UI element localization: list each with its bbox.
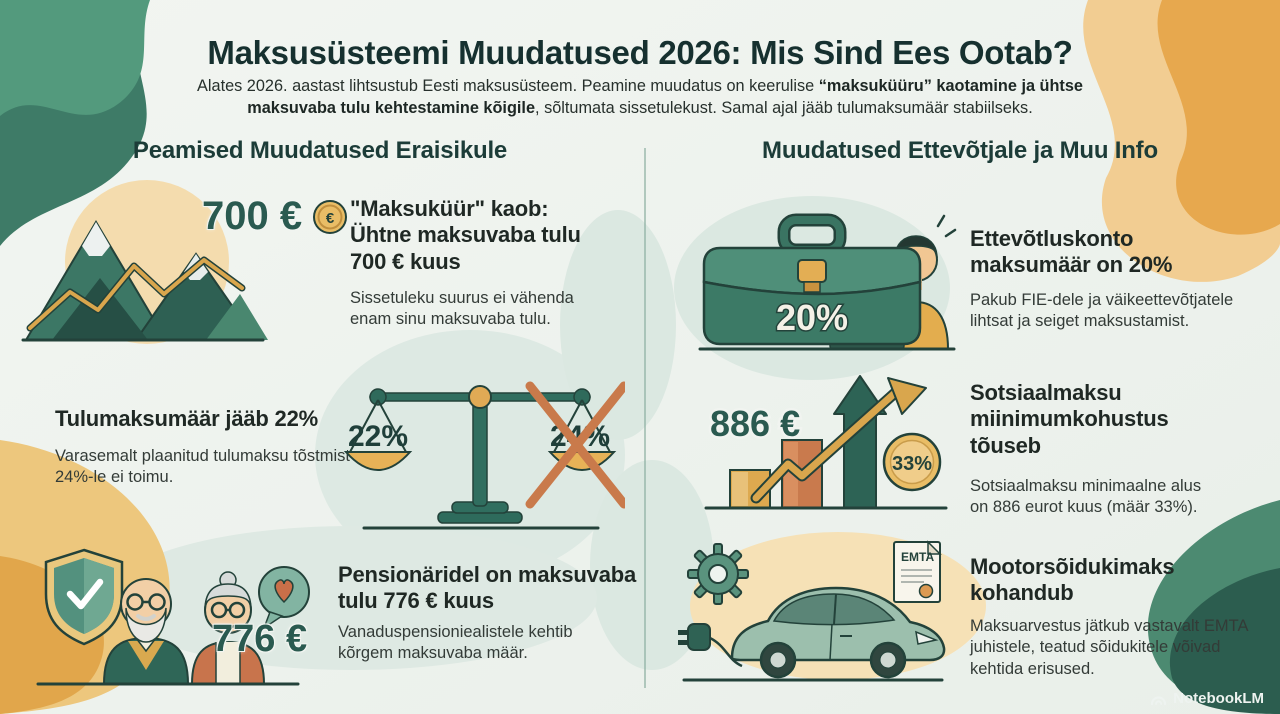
column-divider [644, 148, 646, 688]
item-body-maksukuur: Sissetuleku suurus ei vähenda enam sinu … [350, 289, 574, 329]
kept-rate-label: 22% [348, 420, 408, 453]
svg-text:€: € [326, 210, 335, 227]
sparkle-icon [936, 214, 957, 238]
check-shield-icon [44, 548, 124, 646]
subtitle-text: Alates 2026. aastast lihtsustub Eesti ma… [197, 77, 819, 95]
item-body-mootorsoidukimaks: Maksuarvestus jätkub vastavalt EMTA juhi… [970, 617, 1248, 678]
gear-icon [687, 543, 749, 605]
balance-scale-illustration: 22% 24% [343, 381, 625, 530]
item-title-maksukuur: "Maksuküür" kaob: Ühtne maksuvaba tulu 7… [350, 196, 581, 274]
percent-coin-icon: 33% [882, 432, 942, 492]
notebooklm-brand-label: NotebookLM [1173, 690, 1264, 707]
emta-label: EMTA [901, 550, 934, 564]
item-body-ettevotluskonto: Pakub FIE-dele ja väikeettevõtjatele lih… [970, 291, 1234, 331]
notebooklm-logo-icon [1151, 695, 1167, 705]
item-title-mootorsoidukimaks: Mootorsõidukimaks kohandub [970, 554, 1175, 606]
pensioner-tax-free-value: 776 € [212, 618, 308, 660]
subtitle-bold-text: “maksuküüru” kaotamine ja ühtse maksuvab… [247, 77, 1083, 117]
right-column-heading: Muudatused Ettevõtjale ja Muu Info [762, 137, 1158, 164]
page-title: Maksusüsteemi Muudatused 2026: Mis Sind … [207, 34, 1073, 71]
euro-coin-icon: € [313, 200, 347, 234]
emta-document-icon: EMTA [893, 540, 942, 603]
item-title-pensionarid: Pensionäridel on maksuvaba tulu 776 € ku… [338, 562, 637, 614]
growth-chart-illustration: 886 € 33% [704, 375, 948, 510]
briefcase-illustration: 20% [698, 213, 957, 351]
item-body-pensionarid: Vanaduspensioniealistele kehtib kõrgem m… [338, 623, 573, 663]
left-column-heading: Peamised Muudatused Eraisikule [132, 137, 508, 164]
cancel-cross-icon [525, 381, 625, 509]
car-body [730, 586, 946, 679]
elderly-man-figure [102, 578, 190, 685]
electric-car-illustration: EMTA [678, 540, 946, 682]
item-body-sotsiaalmaks: Sotsiaalmaksu minimaalne alus on 886 eur… [970, 477, 1202, 517]
social-tax-base-value: 886 € [710, 403, 800, 444]
heart-bubble-icon [258, 566, 310, 630]
page-subtitle: Alates 2026. aastast lihtsustub Eesti ma… [190, 76, 1090, 120]
item-title-ettevotluskonto: Ettevõtluskonto maksumäär on 20% [970, 226, 1173, 278]
subtitle-text-2: , sõltumata sissetulekust. Samal ajal jä… [535, 98, 1033, 117]
pensioner-couple-illustration [36, 548, 310, 686]
item-title-sotsiaalmaks: Sotsiaalmaksu miinimumkohustus tõuseb [970, 380, 1169, 458]
item-body-tulumaks: Varasemalt plaanitud tulumaksu tõstmist … [55, 447, 350, 487]
mountain-chart-illustration [21, 220, 268, 342]
social-tax-rate-label: 33% [892, 453, 932, 475]
business-account-rate-label: 20% [776, 297, 848, 338]
elderly-woman-figure [190, 571, 266, 685]
item-title-tulumaks: Tulumaksumäär jääb 22% [55, 406, 318, 431]
notebooklm-watermark: NotebookLM [1149, 690, 1264, 707]
tax-free-income-value: 700 € [202, 194, 303, 238]
plug-icon [678, 623, 743, 668]
